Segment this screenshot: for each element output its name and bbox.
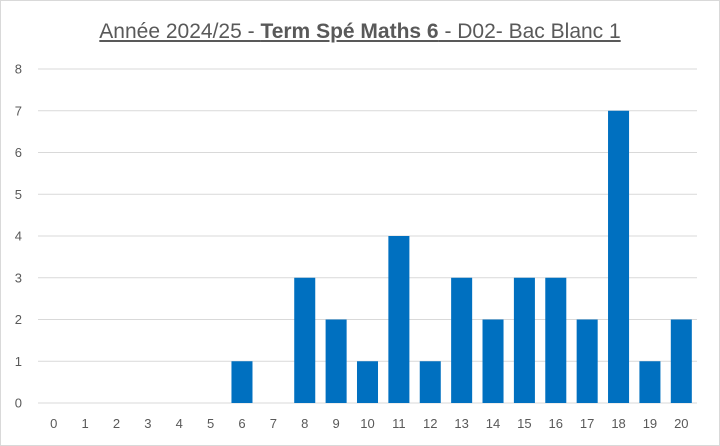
y-tick-label: 5 — [15, 187, 22, 202]
chart-title: Année 2024/25 - Term Spé Maths 6 - D02- … — [0, 20, 720, 44]
x-tick-label: 12 — [423, 416, 437, 431]
chart-title-suffix: - D02- Bac Blanc 1 — [438, 20, 621, 43]
bar-10 — [356, 361, 379, 403]
bars — [231, 110, 692, 403]
x-tick-label: 10 — [360, 416, 374, 431]
x-tick-label: 4 — [176, 416, 183, 431]
chart-title-prefix: Année 2024/25 - — [99, 20, 261, 43]
x-tick-label: 20 — [674, 416, 688, 431]
x-tick-label: 11 — [392, 416, 406, 431]
y-tick-label: 8 — [15, 62, 22, 77]
y-tick-label: 4 — [15, 229, 22, 244]
x-tick-label: 19 — [643, 416, 657, 431]
x-tick-label: 2 — [113, 416, 120, 431]
bar-6 — [231, 361, 253, 403]
y-tick-label: 1 — [15, 354, 22, 369]
x-tick-label: 6 — [238, 416, 245, 431]
y-axis-ticks: 0 1 2 3 4 5 6 7 8 — [15, 62, 22, 411]
y-tick-label: 7 — [15, 103, 22, 118]
x-tick-label: 13 — [454, 416, 468, 431]
x-tick-label: 8 — [301, 416, 308, 431]
bar-11 — [388, 236, 410, 403]
bar-16 — [545, 277, 567, 403]
chart-title-bold: Term Spé Maths 6 — [260, 20, 439, 43]
y-tick-label: 3 — [15, 270, 22, 285]
y-tick-label: 6 — [15, 145, 22, 160]
bar-19 — [639, 361, 661, 403]
x-tick-label: 5 — [207, 416, 214, 431]
x-tick-label: 7 — [270, 416, 277, 431]
x-tick-label: 3 — [144, 416, 151, 431]
x-tick-label: 16 — [549, 416, 563, 431]
x-axis-ticks: 0 1 2 3 4 5 6 7 8 9 10 11 12 13 14 15 16 17 18 19 20 — [50, 416, 688, 431]
bar-17 — [576, 319, 598, 403]
bar-14 — [482, 319, 504, 403]
x-tick-label: 18 — [611, 416, 625, 431]
x-tick-label: 1 — [81, 416, 88, 431]
x-tick-label: 15 — [517, 416, 531, 431]
bar-20 — [670, 319, 692, 403]
bar-18 — [608, 110, 630, 403]
bar-8 — [294, 277, 316, 403]
x-tick-label: 0 — [50, 416, 57, 431]
bar-12 — [419, 361, 441, 403]
x-tick-label: 9 — [333, 416, 340, 431]
x-tick-label: 14 — [486, 416, 500, 431]
x-tick-label: 17 — [580, 416, 594, 431]
bar-9 — [325, 319, 347, 403]
y-tick-label: 2 — [15, 312, 22, 327]
y-tick-label: 0 — [15, 396, 22, 411]
bar-13 — [451, 277, 473, 403]
gridlines — [38, 68, 697, 404]
bar-15 — [513, 277, 535, 403]
